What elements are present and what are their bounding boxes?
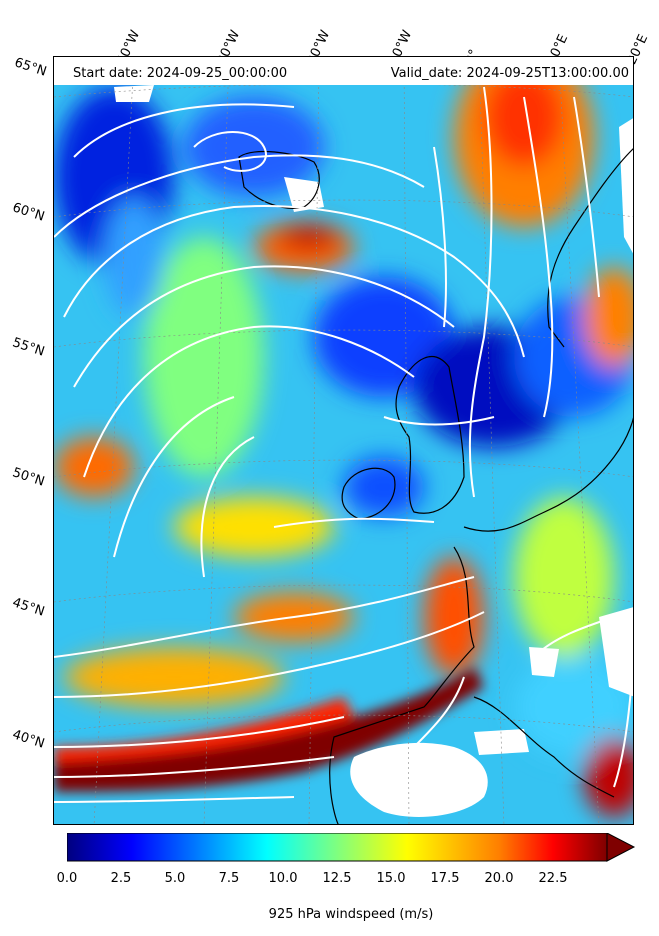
- colorbar-tick-1: 2.5: [110, 871, 132, 886]
- coast-france-spain: [329, 546, 475, 824]
- colorbar-tick-5: 12.5: [322, 871, 352, 886]
- valid-date-label: Valid_date: 2024-09-25T13:00:00.00: [390, 66, 629, 81]
- windspeed-map: [54, 57, 633, 824]
- streamline: [54, 154, 425, 238]
- streamline: [54, 716, 345, 748]
- streamline: [113, 396, 235, 558]
- coast-norway: [547, 148, 633, 348]
- streamline: [73, 103, 295, 158]
- colorbar-tick-3: 7.5: [218, 871, 240, 886]
- colorbar-gradient: [67, 833, 608, 862]
- colorbar-tick-0: 0.0: [56, 871, 78, 886]
- colorbar-tick-8: 20.0: [484, 871, 514, 886]
- streamline: [83, 325, 415, 478]
- streamline: [63, 205, 525, 358]
- streamline: [613, 676, 633, 788]
- lat-label-60n: 60°N: [10, 200, 47, 225]
- coast-europe: [463, 417, 633, 532]
- colorbar-tick-4: 10.0: [268, 871, 298, 886]
- streamline: [54, 796, 295, 803]
- colorbar-tick-6: 15.0: [376, 871, 406, 886]
- colorbar: [67, 833, 636, 862]
- header-strip: [54, 57, 633, 85]
- windspeed-field: [54, 57, 633, 817]
- colorbar-tick-7: 17.5: [430, 871, 460, 886]
- coast-british-isles: [395, 356, 465, 514]
- lat-label-55n: 55°N: [10, 335, 47, 360]
- graticule: [54, 57, 633, 824]
- streamline: [73, 265, 455, 388]
- colorbar-label: 925 hPa windspeed (m/s): [268, 907, 434, 922]
- streamline: [468, 86, 493, 498]
- streamline: [533, 616, 615, 658]
- streamline: [193, 131, 267, 172]
- masked-terrain: [114, 85, 633, 817]
- coast-ireland: [341, 467, 396, 520]
- streamline: [523, 96, 554, 418]
- map-panel: Start date: 2024-09-25_00:00:00 Valid_da…: [53, 56, 634, 825]
- streamline: [200, 436, 255, 578]
- streamline: [273, 517, 435, 528]
- colorbar-tick-2: 5.0: [164, 871, 186, 886]
- streamline: [383, 416, 495, 426]
- lat-label-65n: 65°N: [12, 55, 49, 80]
- streamline: [54, 611, 485, 698]
- colorbar-tick-9: 22.5: [538, 871, 568, 886]
- colorbar-extend-arrow: [606, 833, 636, 862]
- streamline: [573, 96, 600, 298]
- start-date-label: Start date: 2024-09-25_00:00:00: [73, 66, 288, 81]
- streamline: [413, 676, 465, 748]
- streamline: [433, 146, 447, 328]
- streamline: [54, 756, 335, 778]
- coast-mediterranean: [473, 696, 615, 798]
- lat-label-40n: 40°N: [10, 727, 47, 752]
- lat-label-45n: 45°N: [10, 595, 47, 620]
- lat-label-50n: 50°N: [10, 465, 47, 490]
- streamline: [54, 576, 475, 658]
- streamlines: [54, 86, 633, 803]
- coastlines: [238, 148, 633, 824]
